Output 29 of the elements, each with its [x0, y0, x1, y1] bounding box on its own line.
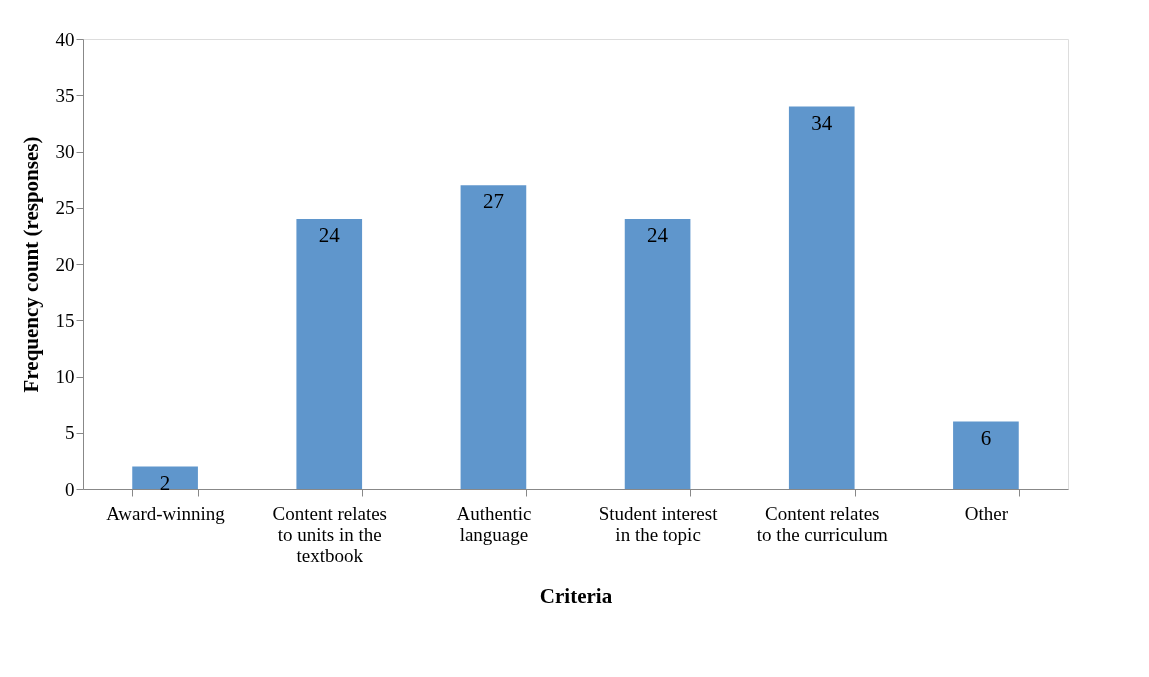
data-label: 24: [318, 223, 341, 247]
bar: [953, 421, 1019, 489]
y-tick-label: 25: [55, 197, 75, 219]
bar: [788, 106, 855, 489]
y-tick-label: 20: [55, 253, 75, 275]
x-axis-title: Criteria: [539, 583, 613, 608]
bar: [296, 219, 363, 489]
x-tick-label: Student interest in the topic: [598, 502, 719, 545]
x-tick-label: Award-winning: [106, 502, 226, 524]
bar: [132, 466, 198, 489]
y-tick-label: 15: [55, 309, 75, 331]
y-axis-title: Frequency count (responses): [18, 136, 43, 393]
x-tick-label: Content relates to the curriculum: [756, 502, 888, 545]
bar: [460, 185, 527, 489]
data-label: 6: [980, 425, 992, 450]
bar: [624, 219, 691, 489]
data-label: 34: [811, 110, 833, 135]
x-tick-label: Other: [964, 502, 1009, 524]
data-label: 27: [482, 189, 504, 214]
x-tick-label: Content relates to units in the textbook: [272, 502, 387, 566]
x-tick-label: Authentic language: [456, 502, 532, 545]
y-tick-label: 40: [55, 28, 75, 50]
y-tick-label: 0: [65, 478, 75, 500]
y-tick-label: 5: [65, 422, 75, 444]
y-tick-label: 30: [55, 141, 75, 162]
data-label: 24: [647, 223, 669, 247]
y-tick-label: 35: [55, 84, 75, 106]
y-tick-label: 10: [55, 366, 75, 387]
data-label: 2: [159, 470, 171, 495]
